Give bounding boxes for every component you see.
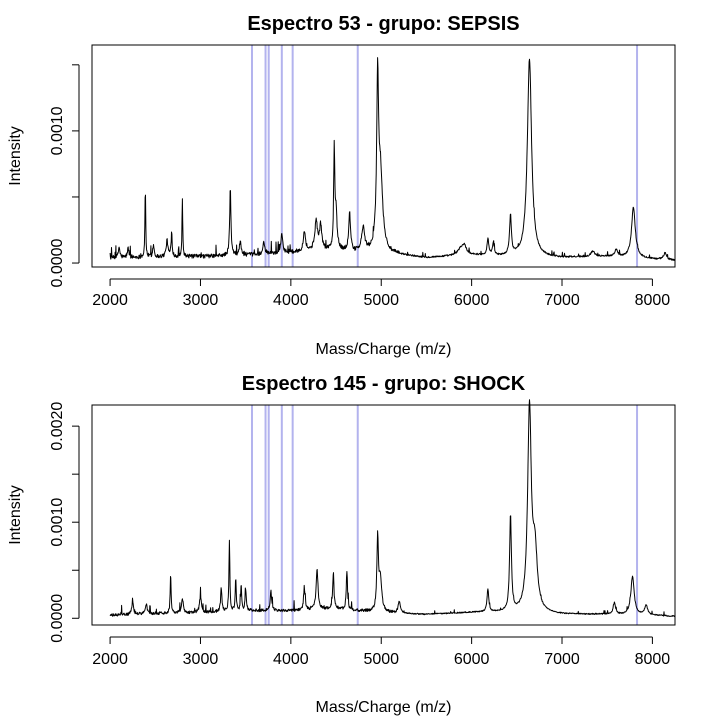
x-axis: 2000 3000 4000 5000 6000 7000 8000 [92, 636, 671, 668]
y-axis: 0.0000 0.0010 [49, 64, 80, 288]
y-axis-label: Intensity [7, 485, 24, 545]
spectrum-line [109, 399, 676, 618]
x-tick-label: 8000 [635, 292, 671, 309]
x-tick-label: 4000 [273, 651, 309, 668]
shock-spectrum-panel: Espectro 145 - grupo: SHOCK Mass/Charge … [7, 373, 676, 716]
highlight-lines [250, 45, 639, 267]
y-tick-label: 0.0010 [49, 106, 66, 155]
x-tick-label: 2000 [92, 292, 128, 309]
x-tick-label: 3000 [183, 292, 219, 309]
x-tick-label: 8000 [635, 651, 671, 668]
sepsis-spectrum-panel: Espectro 53 - grupo: SEPSIS Mass/Charge … [7, 13, 676, 358]
x-tick-label: 7000 [544, 651, 580, 668]
highlight-lines [250, 405, 639, 625]
x-tick-label: 6000 [454, 292, 490, 309]
x-tick-label: 4000 [273, 292, 309, 309]
plot-frame [91, 404, 676, 626]
y-axis-label: Intensity [7, 126, 24, 186]
x-tick-label: 5000 [363, 292, 399, 309]
chart-title: Espectro 145 - grupo: SHOCK [242, 373, 526, 395]
y-axis: 0.0000 0.0010 0.0020 [49, 402, 80, 643]
x-tick-label: 3000 [183, 651, 219, 668]
x-axis-label: Mass/Charge (m/z) [315, 699, 451, 716]
spectrum-line [109, 57, 676, 261]
y-tick-label: 0.0010 [49, 498, 66, 547]
x-tick-label: 5000 [363, 651, 399, 668]
x-tick-label: 2000 [92, 651, 128, 668]
x-axis-label: Mass/Charge (m/z) [315, 341, 451, 358]
y-tick-label: 0.0000 [49, 238, 66, 287]
x-tick-label: 7000 [544, 292, 580, 309]
x-tick-label: 6000 [454, 651, 490, 668]
plot-frame [91, 44, 676, 268]
y-tick-label: 0.0000 [49, 594, 66, 643]
x-axis: 2000 3000 4000 5000 6000 7000 8000 [92, 278, 671, 309]
chart-title: Espectro 53 - grupo: SEPSIS [247, 13, 519, 35]
y-tick-label: 0.0020 [49, 402, 66, 451]
